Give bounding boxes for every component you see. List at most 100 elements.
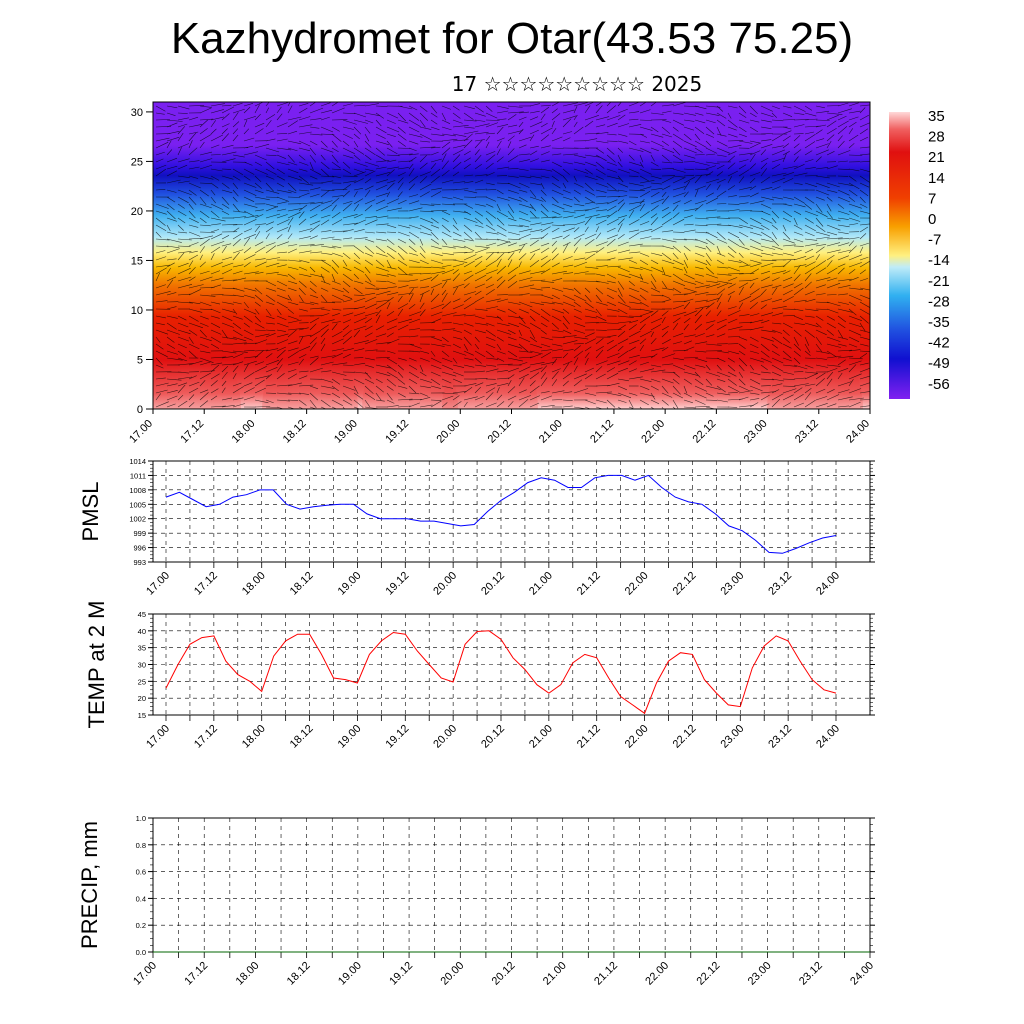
streamline [254, 375, 270, 380]
colorbar-gradient [889, 112, 910, 399]
streamline [254, 154, 267, 161]
streamline [188, 160, 200, 163]
streamline [837, 359, 846, 366]
streamline [716, 280, 733, 284]
streamline [452, 329, 462, 333]
streamline [859, 362, 869, 366]
streamline [408, 273, 422, 275]
streamline [397, 177, 404, 184]
streamline [177, 336, 190, 342]
streamline [628, 232, 640, 240]
streamline [826, 368, 838, 373]
streamline [661, 316, 666, 324]
streamline [518, 377, 525, 387]
streamline [430, 385, 441, 389]
streamline [826, 237, 843, 240]
streamline [848, 397, 864, 401]
streamline [430, 399, 442, 401]
x-tick-label: 19.12 [383, 723, 411, 751]
streamline [441, 231, 452, 238]
streamline [243, 271, 259, 275]
streamline [243, 342, 258, 345]
streamline [155, 284, 166, 289]
streamline [617, 195, 628, 198]
streamline [441, 402, 448, 408]
streamline [309, 266, 316, 273]
streamline [562, 264, 574, 268]
streamline [771, 231, 777, 240]
streamline [650, 213, 658, 219]
streamline [606, 322, 619, 324]
streamline [661, 280, 667, 289]
streamline [430, 146, 441, 149]
streamline [859, 223, 870, 226]
streamline [562, 234, 570, 240]
streamline [804, 255, 815, 261]
streamline [386, 302, 391, 310]
streamline [804, 167, 816, 170]
y-tick-label: 0.4 [136, 894, 146, 903]
streamline [210, 262, 223, 268]
streamline [155, 300, 168, 303]
streamline [628, 124, 642, 128]
streamline [210, 233, 223, 240]
streamline [859, 114, 870, 121]
streamline [298, 384, 314, 387]
streamline [793, 265, 801, 275]
streamline [276, 373, 285, 380]
streamline [529, 150, 538, 156]
streamline [287, 329, 297, 338]
streamline [672, 311, 687, 317]
streamline [221, 301, 234, 305]
streamline [166, 322, 177, 330]
streamline [232, 128, 239, 135]
streamline [188, 105, 205, 107]
streamline [793, 217, 798, 226]
streamline [452, 391, 467, 394]
streamline [408, 279, 418, 282]
streamline [397, 199, 407, 205]
streamline [584, 115, 599, 121]
streamline [199, 392, 209, 401]
streamline [496, 241, 511, 247]
streamline [265, 353, 273, 359]
streamline [452, 245, 466, 249]
streamline [166, 292, 177, 296]
streamline [298, 175, 309, 184]
streamline [232, 196, 238, 203]
x-tick-label: 18.12 [288, 570, 316, 598]
streamline [397, 318, 412, 324]
streamline [782, 388, 797, 394]
streamline [441, 395, 454, 401]
streamline [353, 213, 363, 219]
streamline [276, 227, 289, 233]
streamline [694, 168, 709, 171]
streamline [221, 158, 236, 163]
streamline [210, 388, 219, 394]
streamline [804, 159, 814, 163]
streamline [463, 336, 472, 346]
streamline [749, 302, 758, 310]
streamline [364, 161, 380, 167]
streamline [628, 175, 639, 177]
streamline [661, 287, 674, 291]
streamline [397, 167, 409, 170]
streamline [738, 202, 749, 205]
streamline [353, 378, 365, 385]
streamline [694, 161, 710, 166]
streamline [188, 322, 203, 329]
streamline [166, 140, 172, 149]
streamline [562, 189, 571, 194]
streamline [694, 284, 710, 289]
streamline [826, 224, 841, 231]
streamline [375, 238, 387, 242]
streamline [155, 315, 166, 319]
streamline [595, 373, 606, 380]
streamline [177, 175, 190, 178]
streamline [430, 187, 443, 191]
streamline [485, 368, 499, 373]
streamline [848, 315, 863, 321]
streamline [298, 259, 310, 263]
streamline [375, 309, 382, 317]
streamline [353, 371, 368, 374]
